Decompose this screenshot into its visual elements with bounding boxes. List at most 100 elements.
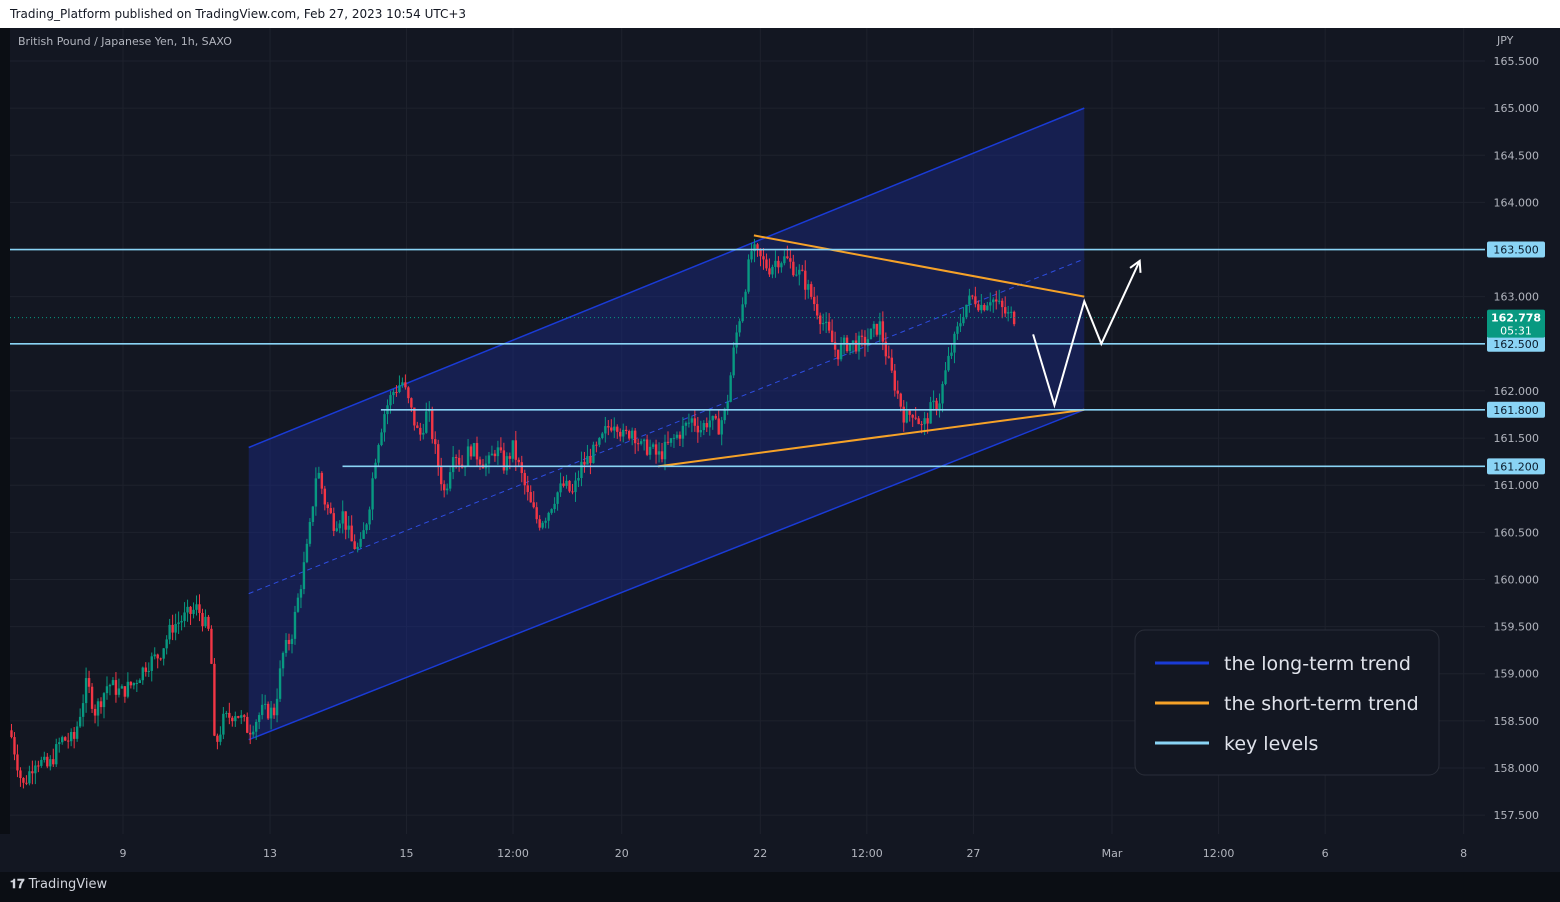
candle-body	[622, 429, 625, 437]
candle-body	[114, 680, 118, 695]
candle-body	[875, 323, 879, 335]
candle-body	[87, 678, 91, 687]
candle-body	[263, 703, 267, 705]
key-level-tag	[1487, 458, 1545, 475]
candle-body	[120, 686, 124, 689]
candle-body	[13, 737, 16, 755]
candle-body	[968, 295, 971, 305]
candle-body	[22, 778, 25, 783]
candle-body	[75, 726, 79, 739]
x-tick-label: 12:00	[851, 847, 883, 860]
candle-body	[866, 339, 870, 346]
candle-body	[801, 269, 804, 271]
candle-body	[329, 508, 332, 514]
candle-body	[881, 321, 885, 342]
candle-body	[383, 414, 386, 433]
candle-body	[99, 701, 103, 708]
candle-body	[944, 370, 947, 385]
candle-body	[813, 296, 816, 305]
candle-body	[962, 317, 965, 324]
candle-body	[732, 347, 735, 376]
candle-body	[750, 251, 753, 260]
candle-body	[132, 683, 136, 686]
candle-body	[786, 256, 789, 259]
candle-body	[580, 461, 583, 479]
candle-body	[672, 437, 676, 439]
candle-body	[959, 323, 962, 327]
short-trend-upper-line[interactable]	[753, 234, 1085, 298]
short-trend-lower-line[interactable]	[657, 408, 1085, 468]
candle-body	[783, 256, 786, 264]
tradingview-logo[interactable]: 𝟏𝟕 TradingView	[10, 877, 108, 892]
candle-body	[58, 742, 61, 745]
key-level-label: 161.200	[1493, 460, 1539, 473]
y-tick-label: 157.500	[1494, 809, 1540, 822]
candle-body	[269, 707, 273, 719]
candle-body	[31, 771, 34, 774]
candle-body	[487, 455, 491, 464]
candle-body	[445, 488, 449, 491]
candle-body	[520, 462, 523, 474]
x-tick-label: 22	[753, 847, 767, 860]
projection-path[interactable]	[1032, 260, 1141, 409]
candle-body	[872, 323, 876, 329]
candle-body	[538, 519, 541, 528]
candle-body	[311, 506, 315, 522]
candle-body	[878, 321, 882, 335]
channel-lower-line[interactable]	[248, 409, 1085, 741]
candle-body	[243, 715, 246, 717]
candle-body	[240, 715, 243, 718]
candle-body	[377, 445, 380, 463]
candle-body	[720, 420, 723, 435]
candle-body	[565, 480, 568, 486]
candle-body	[995, 299, 998, 302]
candle-body	[586, 456, 589, 465]
candle-body	[201, 612, 204, 627]
candle-body	[935, 400, 938, 410]
candle-body	[344, 511, 347, 530]
candle-body	[69, 732, 73, 742]
candle-body	[302, 562, 306, 590]
candle-body	[341, 511, 344, 524]
candle-body	[81, 703, 85, 717]
candle-body	[177, 622, 180, 624]
candle-body	[496, 447, 500, 457]
key-level-tag	[1487, 335, 1545, 352]
candle-body	[493, 453, 497, 457]
candle-body	[923, 418, 926, 425]
candle-body	[350, 525, 353, 542]
candle-body	[234, 716, 237, 722]
candle-body	[956, 326, 959, 334]
candle-body	[654, 444, 658, 455]
candle-body	[977, 304, 980, 311]
channel-upper-line[interactable]	[248, 107, 1085, 449]
candle-body	[986, 305, 989, 311]
candle-body	[222, 713, 225, 735]
candle-body	[359, 538, 362, 547]
candle-body	[162, 648, 165, 659]
candle-body	[129, 681, 133, 686]
candle-body	[108, 685, 112, 687]
candle-body	[628, 431, 631, 439]
price-chart[interactable]: 163.500 162.500 161.800 161.200 162.77805:31…	[0, 28, 1560, 872]
y-tick-label: 164.500	[1494, 149, 1540, 162]
candle-body	[275, 698, 279, 716]
candle-body	[437, 444, 440, 467]
candle-body	[639, 441, 643, 444]
candle-body	[475, 443, 479, 460]
candle-body	[1001, 300, 1004, 308]
candle-body	[804, 270, 807, 290]
candle-body	[541, 522, 544, 528]
candle-body	[159, 658, 162, 660]
candle-body	[678, 434, 682, 439]
candle-body	[278, 668, 282, 699]
key-level-label: 162.500	[1493, 338, 1539, 351]
candle-body	[141, 667, 144, 681]
candle-body	[186, 606, 189, 613]
candle-body	[189, 606, 192, 614]
y-tick-label: 162.000	[1494, 385, 1540, 398]
candle-body	[896, 390, 899, 394]
y-tick-label: 165.500	[1494, 55, 1540, 68]
candle-body	[759, 248, 762, 257]
candle-body	[929, 402, 932, 424]
